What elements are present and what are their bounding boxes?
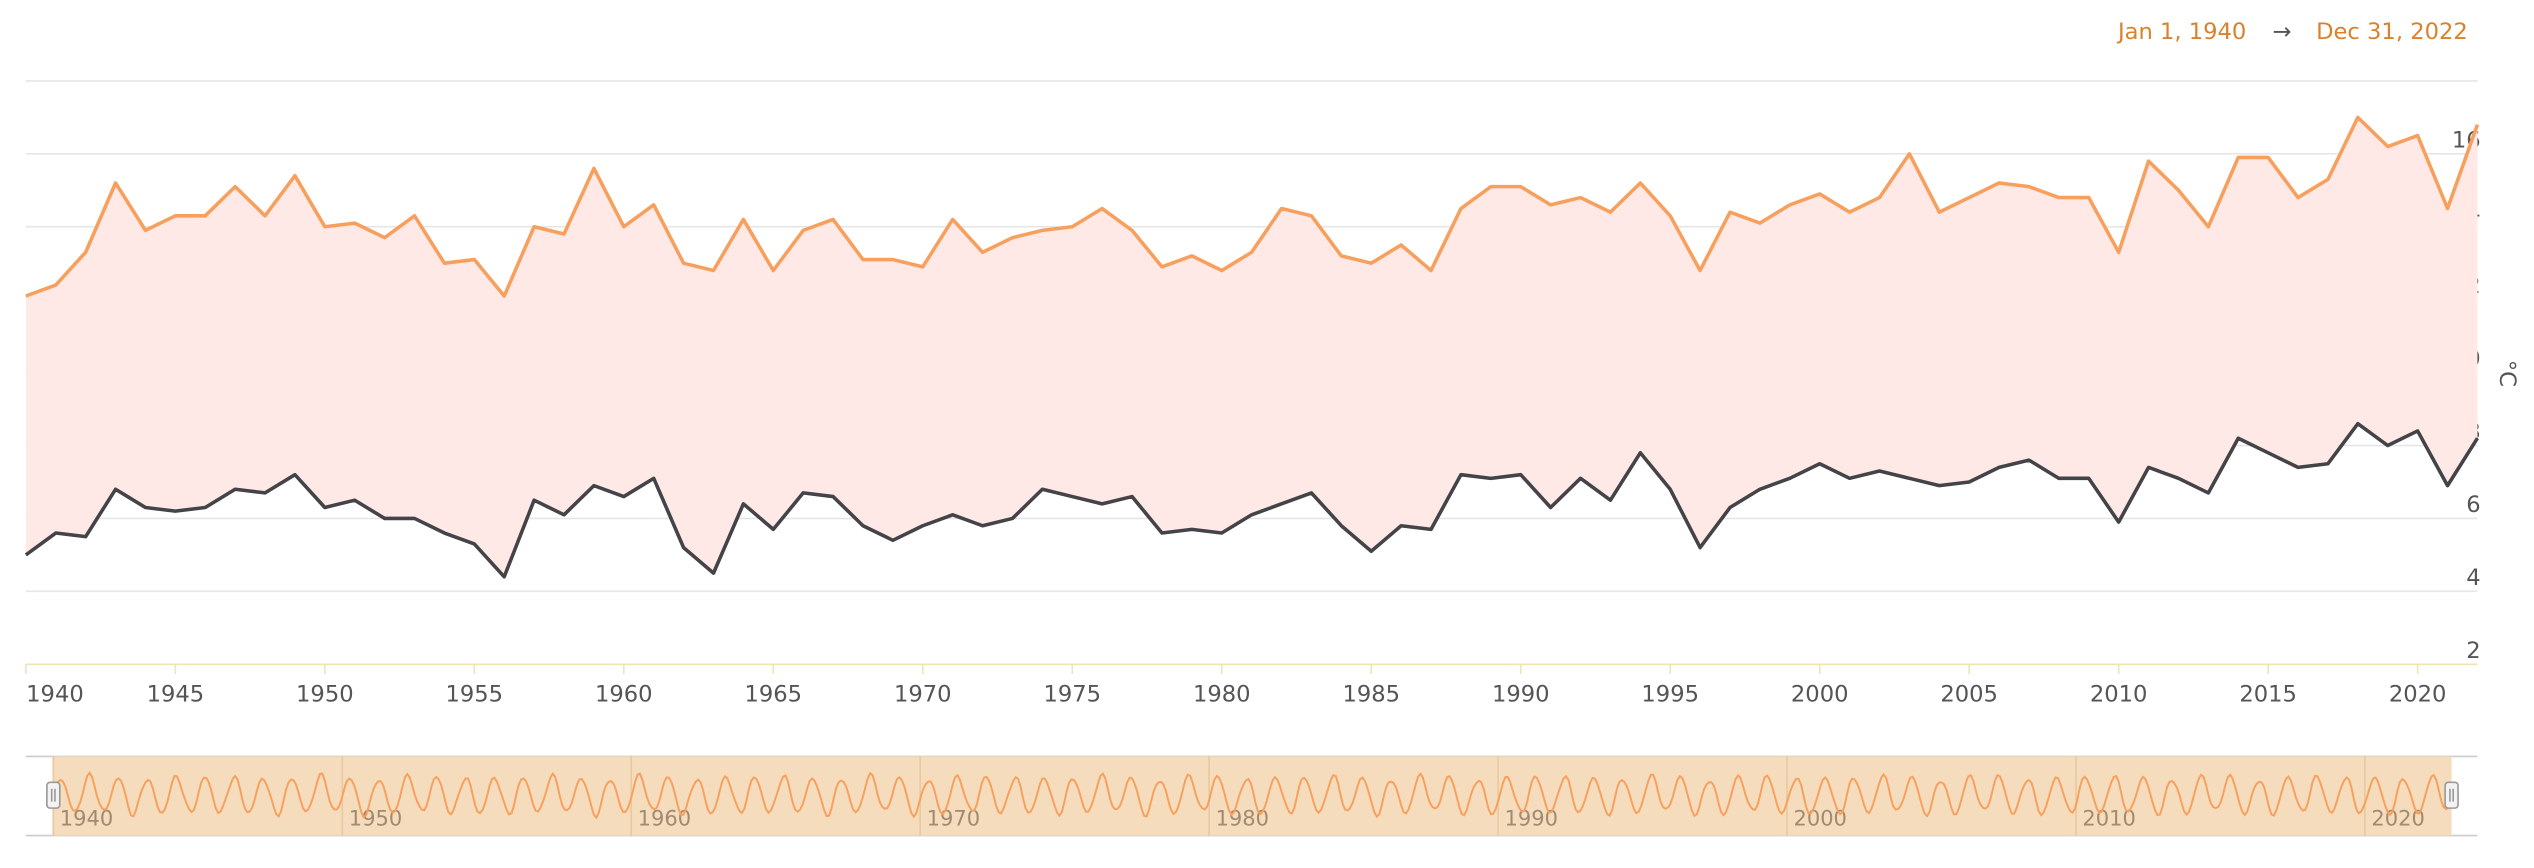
navigator-window <box>53 756 2452 836</box>
navigator-tick-label: 1960 <box>638 806 691 830</box>
x-tick-label: 2005 <box>1940 681 1998 707</box>
x-tick-label: 1995 <box>1641 681 1699 707</box>
navigator-tick-label: 1990 <box>1505 806 1558 830</box>
x-tick-label: 2010 <box>2090 681 2148 707</box>
x-tick-label: 1975 <box>1043 681 1101 707</box>
x-tick-label: 1945 <box>147 681 205 707</box>
x-tick-label: 1955 <box>446 681 504 707</box>
navigator-tick-label: 1980 <box>1216 806 1269 830</box>
y-tick-label: 4 <box>2466 565 2480 591</box>
y-tick-label: 6 <box>2466 492 2480 518</box>
navigator-handle <box>2444 781 2459 809</box>
x-tick-label: 1965 <box>745 681 803 707</box>
x-tick-label: 1940 <box>26 681 84 707</box>
x-tick-label: 1980 <box>1193 681 1251 707</box>
x-tick-label: 2000 <box>1791 681 1849 707</box>
y-axis-title: °C <box>2494 360 2520 387</box>
range-from: Jan 1, 1940 <box>2116 19 2246 45</box>
series-line <box>24 421 2479 579</box>
navigator-tick-label: 2000 <box>1793 806 1846 830</box>
navigator-tick-label: 2020 <box>2371 806 2424 830</box>
range-to: Dec 31, 2022 <box>2316 19 2468 45</box>
x-tick-label: 2020 <box>2389 681 2447 707</box>
x-tick-label: 1970 <box>894 681 952 707</box>
navigator-tick-label: 1950 <box>349 806 402 830</box>
navigator-handle <box>46 781 61 809</box>
x-tick-label: 1950 <box>296 681 354 707</box>
x-tick-label: 2015 <box>2239 681 2297 707</box>
x-tick-label: 1960 <box>595 681 653 707</box>
x-tick-label: 1985 <box>1342 681 1400 707</box>
range-fill <box>25 117 2478 577</box>
y-tick-label: 2 <box>2466 638 2480 664</box>
navigator-tick-label: 2010 <box>2082 806 2135 830</box>
range-separator: → <box>2272 19 2291 45</box>
navigator-series <box>52 770 2452 820</box>
series-line <box>25 115 2480 298</box>
x-tick-label: 1990 <box>1492 681 1550 707</box>
